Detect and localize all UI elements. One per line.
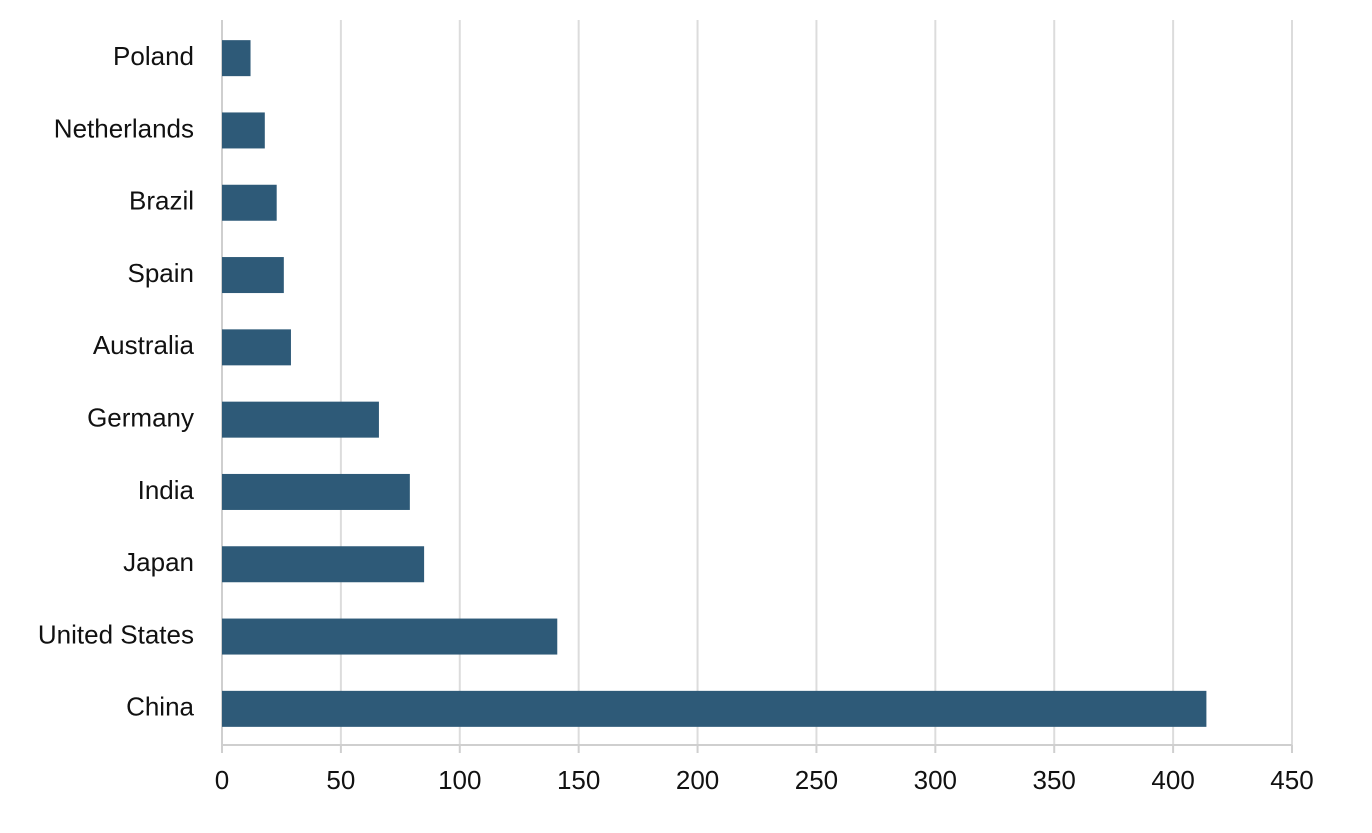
x-tick-label: 400 [1151, 765, 1194, 795]
bar [222, 473, 410, 510]
bar [222, 184, 277, 221]
x-tick-label: 150 [557, 765, 600, 795]
x-tick-label: 300 [914, 765, 957, 795]
y-tick-label: Poland [113, 41, 194, 71]
bar [222, 690, 1207, 727]
y-tick-label: Japan [123, 547, 194, 577]
y-tick-label: China [126, 692, 194, 722]
x-tick-label: 450 [1270, 765, 1313, 795]
bar [222, 546, 425, 583]
bar [222, 257, 284, 294]
x-tick-label: 0 [215, 765, 229, 795]
y-tick-label: Australia [93, 330, 195, 360]
x-tick-label: 200 [676, 765, 719, 795]
x-tick-label: 100 [438, 765, 481, 795]
bar [222, 401, 379, 438]
x-tick-label: 50 [326, 765, 355, 795]
y-tick-label: India [138, 475, 195, 505]
y-tick-label: Germany [87, 403, 194, 433]
bar [222, 40, 251, 77]
x-tick-label: 250 [795, 765, 838, 795]
x-tick-label: 350 [1033, 765, 1076, 795]
bar [222, 329, 291, 366]
y-tick-label: Netherlands [54, 113, 194, 143]
y-tick-label: United States [38, 619, 194, 649]
y-tick-label: Brazil [129, 186, 194, 216]
bar [222, 618, 558, 655]
y-tick-label: Spain [128, 258, 195, 288]
bar [222, 112, 265, 149]
